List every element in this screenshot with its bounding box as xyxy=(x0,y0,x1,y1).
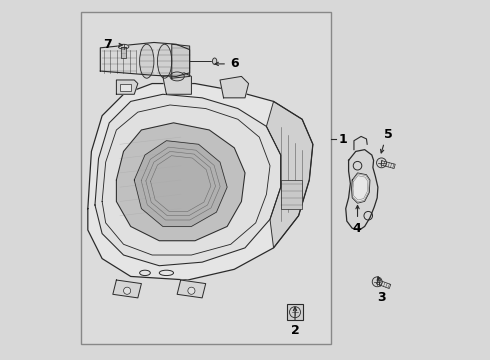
Text: 1: 1 xyxy=(339,134,347,147)
FancyBboxPatch shape xyxy=(120,84,131,91)
Polygon shape xyxy=(177,280,206,298)
Ellipse shape xyxy=(118,44,129,49)
FancyBboxPatch shape xyxy=(81,12,331,344)
Polygon shape xyxy=(346,150,378,230)
Text: 6: 6 xyxy=(231,57,239,71)
Polygon shape xyxy=(95,94,281,266)
Polygon shape xyxy=(267,102,313,248)
FancyBboxPatch shape xyxy=(281,180,302,208)
Polygon shape xyxy=(220,76,248,98)
Text: 2: 2 xyxy=(291,324,299,337)
Text: 4: 4 xyxy=(352,222,361,235)
Ellipse shape xyxy=(157,44,172,78)
Circle shape xyxy=(376,158,387,168)
FancyBboxPatch shape xyxy=(287,304,303,320)
Polygon shape xyxy=(163,73,192,94)
Circle shape xyxy=(188,287,195,294)
Text: 5: 5 xyxy=(384,128,393,141)
FancyBboxPatch shape xyxy=(121,47,126,58)
Polygon shape xyxy=(100,42,190,76)
Polygon shape xyxy=(351,173,370,203)
Polygon shape xyxy=(376,280,391,288)
Polygon shape xyxy=(117,80,138,94)
Polygon shape xyxy=(172,44,190,78)
Circle shape xyxy=(123,287,131,294)
Text: 3: 3 xyxy=(377,291,386,305)
Ellipse shape xyxy=(170,72,184,81)
Polygon shape xyxy=(134,141,227,226)
Text: 7: 7 xyxy=(103,39,112,51)
Polygon shape xyxy=(88,84,313,280)
Polygon shape xyxy=(381,161,395,168)
Circle shape xyxy=(372,277,382,287)
Ellipse shape xyxy=(213,58,217,64)
Polygon shape xyxy=(113,280,142,298)
Polygon shape xyxy=(117,123,245,241)
Ellipse shape xyxy=(140,44,154,78)
